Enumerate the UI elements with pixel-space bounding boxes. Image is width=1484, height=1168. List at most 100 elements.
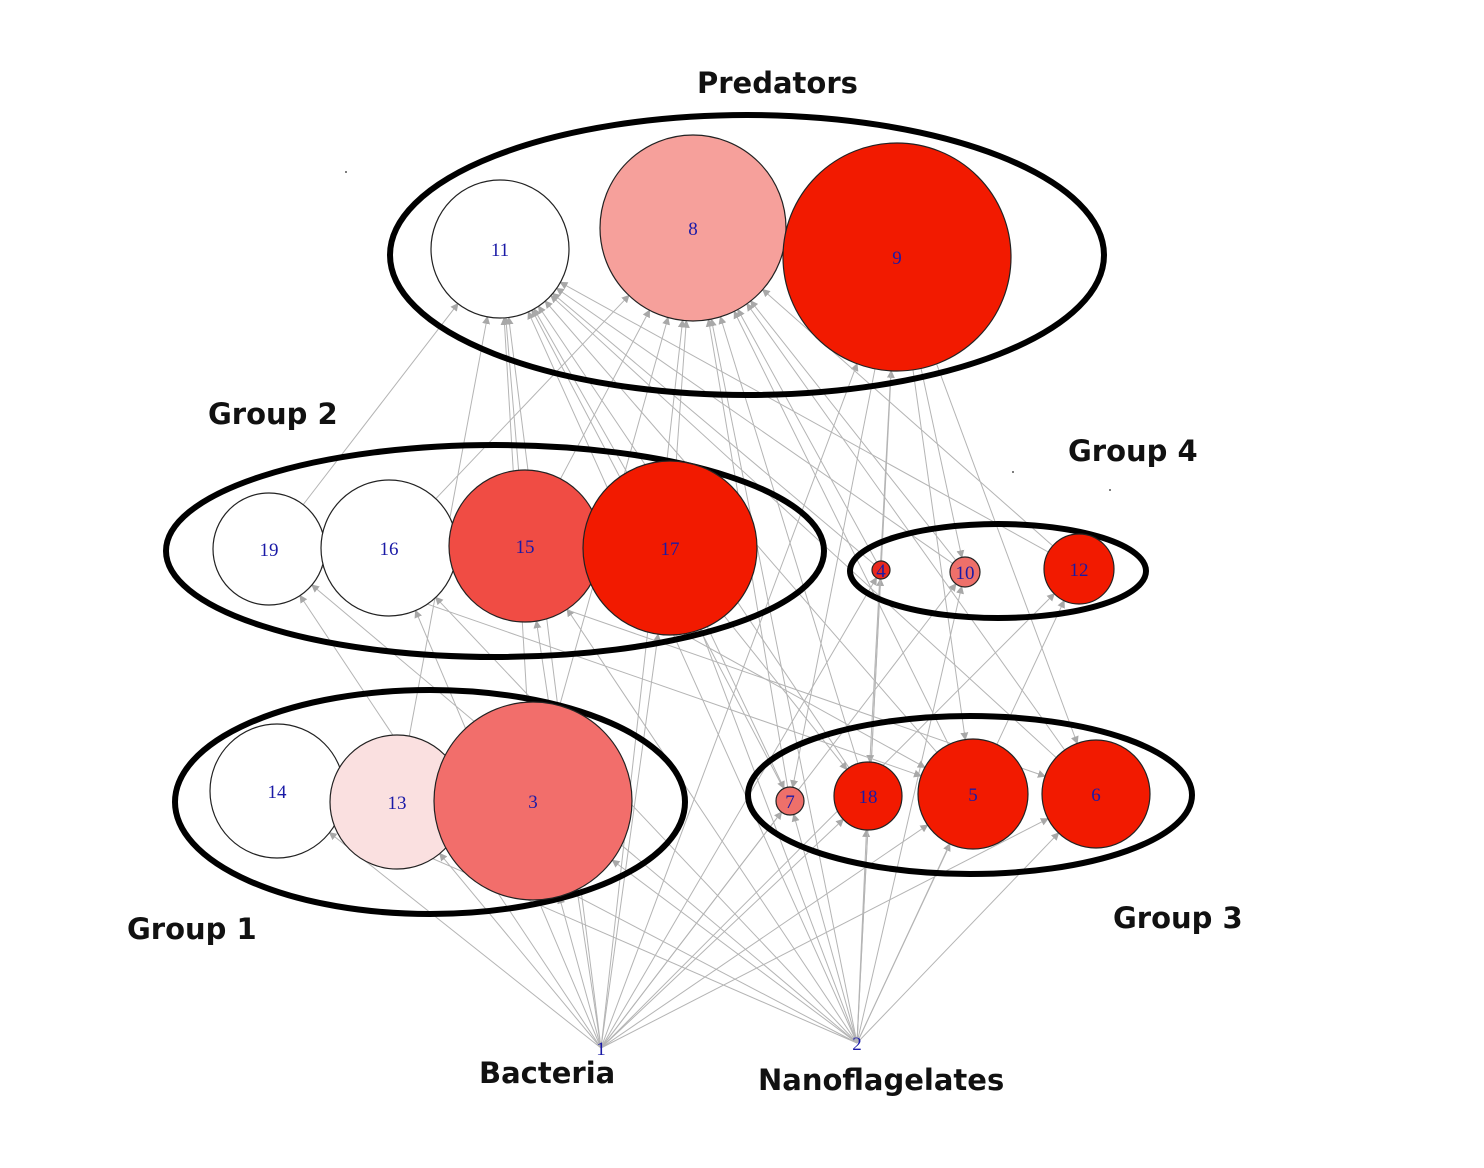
group3-ellipse [745,713,1195,877]
edge-10-to-8 [750,300,957,561]
node-circle-4 [871,560,891,580]
edge-2-to-16 [435,596,858,1044]
node-label-5: 5 [968,785,978,806]
edge-1-to-4 [600,576,877,1049]
edge-16-to-8 [435,294,630,500]
edge-9-to-7 [790,368,876,789]
edge-2-to-6 [856,832,1060,1044]
node-label-16: 16 [380,539,399,560]
node-18: 18 [833,761,903,831]
node-17: 17 [582,460,758,636]
node-12: 12 [1043,533,1115,605]
node-label-17: 17 [661,539,680,560]
node-circle-3 [433,701,633,901]
edge-2-to-8 [708,318,858,1044]
edge-6-to-11 [550,294,1057,758]
edge-9-to-6 [936,363,1079,745]
group2-label: Group 2 [208,397,338,431]
node-14: 14 [209,723,345,859]
node-label-1: 1 [596,1039,606,1060]
node-label-13: 13 [388,793,407,814]
node-15: 15 [448,469,602,623]
node-8: 8 [599,134,787,322]
node-16: 16 [320,479,458,617]
edge-1-to-17 [600,633,662,1049]
edges-layer [299,281,1079,1049]
node-circle-12 [1043,533,1115,605]
node-circle-11 [430,179,570,319]
edge-1-to-11 [505,316,602,1049]
edge-1-to-9 [600,362,859,1049]
node-1: 1 [596,1039,606,1060]
edge-1-to-13 [439,852,602,1049]
node-13: 13 [329,734,465,870]
edge-9-to-5 [912,369,969,741]
node-circle-6 [1041,739,1151,849]
node-label-9: 9 [892,248,902,269]
edge-1-to-18 [600,818,845,1049]
node-circle-5 [917,738,1029,850]
edge-5-to-8 [733,310,950,745]
predators-group-ellipse [387,112,1107,398]
node-label-15: 15 [516,537,535,558]
node-label-4: 4 [876,561,886,582]
edge-1-to-12 [600,593,1055,1049]
edge-1-to-14 [328,832,602,1049]
node-2: 2 [852,1034,862,1055]
edge-6-to-8 [746,302,1066,751]
node-circle-18 [833,761,903,831]
node-3: 3 [433,701,633,901]
node-6: 6 [1041,739,1151,849]
node-label-3: 3 [528,792,538,813]
edge-2-to-10 [856,585,964,1044]
stray-dot [1012,471,1014,473]
edge-1-to-6 [600,818,1049,1049]
node-label-2: 2 [852,1034,862,1055]
node-label-18: 18 [859,787,878,808]
node-circle-10 [949,556,981,588]
edge-2-to-3 [611,859,858,1044]
node-circle-7 [775,786,805,816]
edge-18-to-8 [718,315,859,764]
node-10: 10 [949,556,981,588]
edge-1-to-5 [600,824,929,1049]
edge-2-to-9 [856,369,895,1044]
node-label-12: 12 [1070,560,1089,581]
predators-label: Predators [697,66,858,100]
edge-10-to-11 [555,287,953,564]
edge-12-to-11 [559,281,1049,553]
node-5: 5 [917,738,1029,850]
edge-19-to-11 [302,302,459,505]
node-11: 11 [430,179,570,319]
node-label-11: 11 [491,240,509,261]
edge-17-to-11 [533,308,628,473]
edge-2-to-7 [791,813,858,1044]
edge-1-to-10 [600,583,957,1049]
stray-dot [1109,489,1111,491]
group3-label: Group 3 [1113,901,1243,935]
edge-1-to-8 [600,319,686,1049]
node-label-6: 6 [1091,785,1101,806]
edge-4-to-8 [737,308,878,563]
group4-ellipse [847,521,1149,621]
node-9: 9 [782,142,1012,372]
node-circle-17 [582,460,758,636]
edge-1-to-3 [557,895,602,1049]
node-label-7: 7 [785,792,795,813]
group1-ellipse [172,687,688,917]
group2-ellipse [163,442,827,660]
node-circle-9 [782,142,1012,372]
group1-label: Group 1 [127,912,257,946]
node-label-14: 14 [268,782,288,803]
edge-17-to-18 [723,615,848,771]
edge-17-to-7 [706,626,785,790]
node-19: 19 [212,492,326,606]
node-circle-8 [599,134,787,322]
bacteria-label: Bacteria [479,1056,615,1090]
node-7: 7 [775,786,805,816]
edge-2-to-15 [566,608,858,1044]
group4-label: Group 4 [1068,434,1198,468]
stray-dot [345,171,347,173]
